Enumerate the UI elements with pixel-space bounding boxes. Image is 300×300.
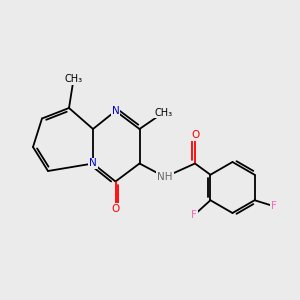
Text: CH₃: CH₃ — [154, 107, 172, 118]
Text: F: F — [271, 201, 277, 211]
Text: NH: NH — [157, 172, 173, 182]
Text: N: N — [89, 158, 97, 169]
Text: O: O — [191, 130, 199, 140]
Text: CH₃: CH₃ — [64, 74, 82, 85]
Text: N: N — [112, 106, 119, 116]
Text: F: F — [191, 210, 197, 220]
Text: O: O — [111, 203, 120, 214]
